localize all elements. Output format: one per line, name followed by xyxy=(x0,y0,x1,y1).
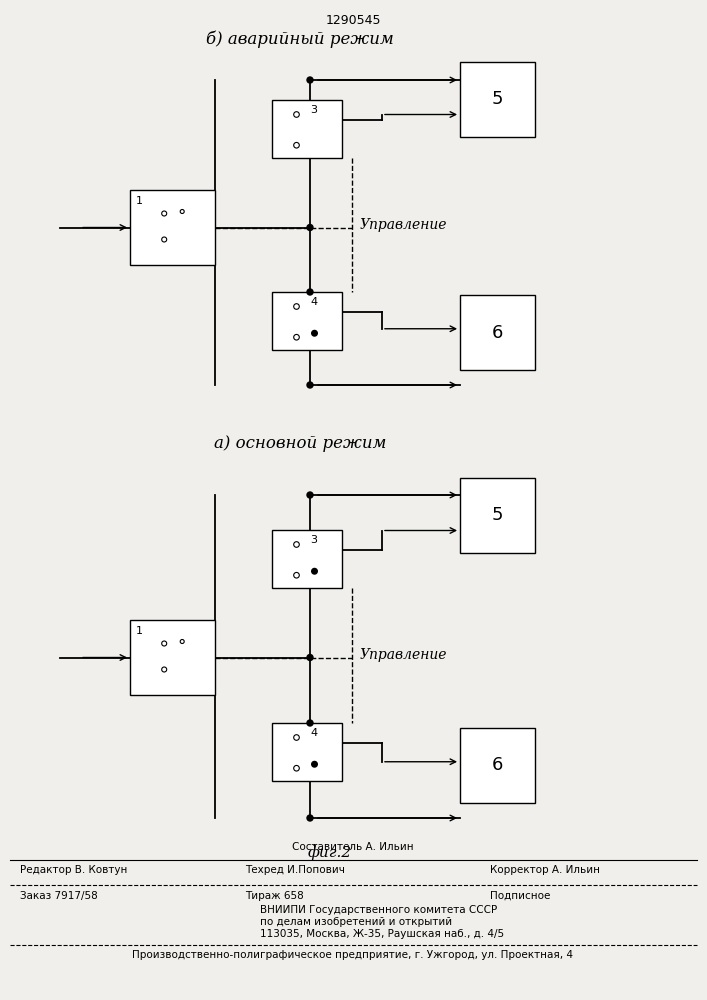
Text: Техред И.Попович: Техред И.Попович xyxy=(245,865,345,875)
Text: 6: 6 xyxy=(492,756,503,774)
Text: Производственно-полиграфическое предприятие, г. Ужгород, ул. Проектная, 4: Производственно-полиграфическое предприя… xyxy=(132,950,573,960)
Bar xyxy=(130,620,215,695)
Text: Составитель А. Ильин: Составитель А. Ильин xyxy=(292,842,414,852)
Text: 4: 4 xyxy=(310,297,317,307)
Text: а) основной режим: а) основной режим xyxy=(214,435,386,452)
Bar xyxy=(460,728,535,803)
Circle shape xyxy=(311,330,318,337)
Circle shape xyxy=(307,77,313,83)
Text: 3: 3 xyxy=(310,105,317,115)
Text: 3: 3 xyxy=(310,535,317,545)
Bar xyxy=(130,190,215,265)
Circle shape xyxy=(311,568,318,575)
Bar xyxy=(460,62,535,137)
Text: 1: 1 xyxy=(136,196,143,206)
Text: Заказ 7917/58: Заказ 7917/58 xyxy=(20,891,98,901)
Text: 5: 5 xyxy=(492,91,503,108)
Bar xyxy=(272,530,342,588)
Text: 6: 6 xyxy=(492,324,503,342)
Bar xyxy=(272,292,342,350)
Text: б) аварийный режим: б) аварийный режим xyxy=(206,30,394,47)
Circle shape xyxy=(307,815,313,821)
Text: 4: 4 xyxy=(310,728,317,738)
Circle shape xyxy=(307,225,313,231)
Text: 1290545: 1290545 xyxy=(325,14,381,27)
Text: Управление: Управление xyxy=(360,648,448,662)
Text: Подписное: Подписное xyxy=(490,891,550,901)
Text: фиг.2: фиг.2 xyxy=(308,845,352,860)
Circle shape xyxy=(307,492,313,498)
Text: ВНИИПИ Государственного комитета СССР: ВНИИПИ Государственного комитета СССР xyxy=(260,905,497,915)
Text: 1: 1 xyxy=(136,626,143,636)
Circle shape xyxy=(307,720,313,726)
Circle shape xyxy=(307,382,313,388)
Text: Редактор В. Ковтун: Редактор В. Ковтун xyxy=(20,865,127,875)
Bar xyxy=(460,478,535,553)
Circle shape xyxy=(307,654,313,660)
Bar xyxy=(460,295,535,370)
Text: Корректор А. Ильин: Корректор А. Ильин xyxy=(490,865,600,875)
Text: 113035, Москва, Ж-35, Раушская наб., д. 4/5: 113035, Москва, Ж-35, Раушская наб., д. … xyxy=(260,929,504,939)
Circle shape xyxy=(307,289,313,295)
Circle shape xyxy=(311,761,318,768)
Text: по делам изобретений и открытий: по делам изобретений и открытий xyxy=(260,917,452,927)
Text: 5: 5 xyxy=(492,506,503,524)
Text: Управление: Управление xyxy=(360,218,448,232)
Text: Тираж 658: Тираж 658 xyxy=(245,891,304,901)
Bar xyxy=(272,100,342,158)
Bar xyxy=(272,723,342,781)
